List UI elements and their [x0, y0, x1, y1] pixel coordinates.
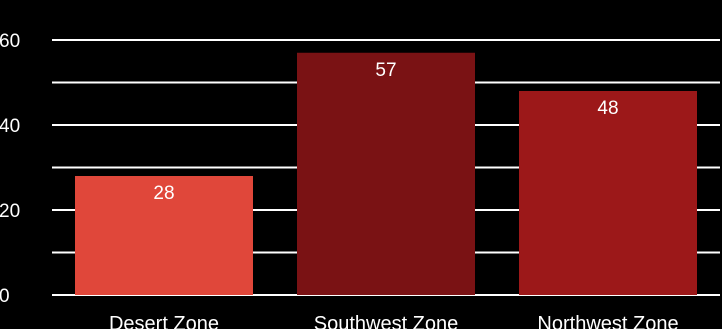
labels: 28 Desert Zone 57 Southwest Zone 48 Northwest…	[109, 60, 679, 329]
y-axis-ticks: 0 20 40 60	[0, 31, 20, 307]
y-tick-label: 40	[0, 116, 20, 137]
data-label: 28	[153, 183, 174, 204]
y-tick-label: 20	[0, 201, 20, 222]
x-category-label: Northwest Zone	[537, 313, 678, 329]
bar-northwest-zone	[519, 91, 697, 295]
y-tick-label: 60	[0, 31, 20, 52]
x-category-label: Desert Zone	[109, 313, 219, 329]
bar-southwest-zone	[297, 52, 475, 295]
bars	[75, 52, 697, 295]
x-category-label: Southwest Zone	[314, 313, 459, 329]
data-label: 57	[375, 60, 396, 81]
data-label: 48	[597, 98, 618, 119]
y-tick-label: 0	[0, 286, 10, 307]
bar-desert-zone	[75, 176, 253, 295]
